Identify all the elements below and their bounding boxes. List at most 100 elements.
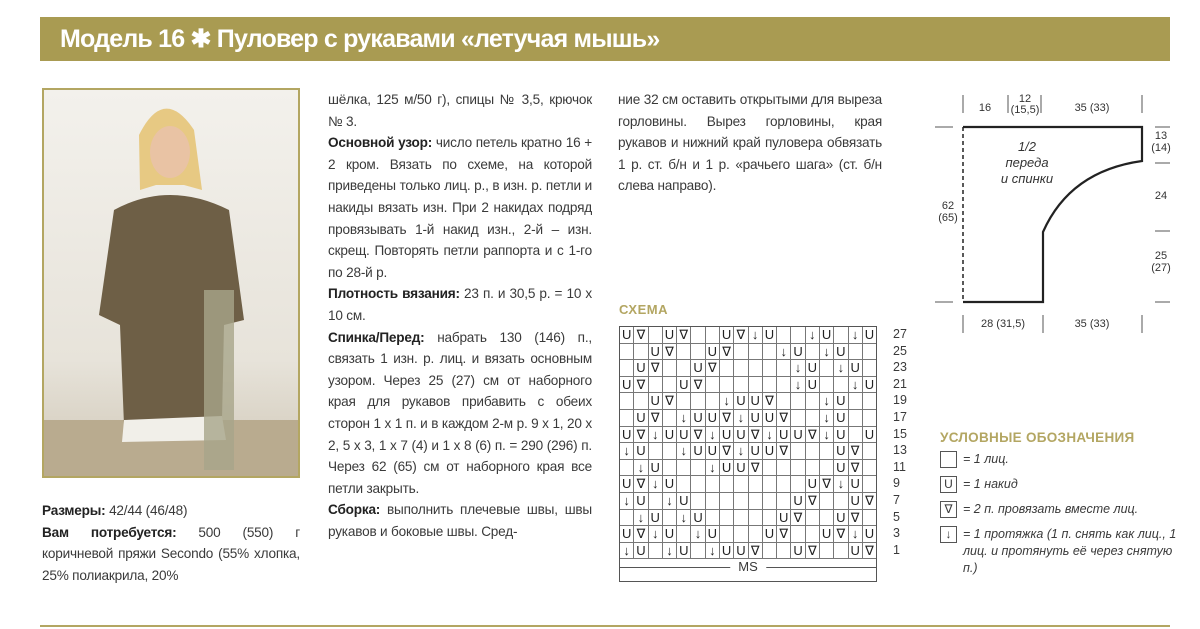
chart-row-number: 1 xyxy=(893,542,900,557)
down-arrow-icon: ↓ xyxy=(748,327,763,344)
yarn-over-icon: U xyxy=(648,393,663,410)
knit-two-together-icon: ∇ xyxy=(777,443,792,460)
chart-row-number: 23 xyxy=(893,360,907,375)
empty-stitch xyxy=(719,492,735,510)
knit-two-together-icon: ∇ xyxy=(648,409,663,427)
sizes-label: Размеры: xyxy=(42,503,106,518)
bottom-rule xyxy=(40,625,1170,627)
down-arrow-icon: ↓ xyxy=(705,542,720,560)
knit-two-together-icon: ∇ xyxy=(791,509,806,527)
yarn-over-icon: U xyxy=(734,393,749,410)
title-banner: Модель 16 ✱ Пуловер с рукавами «летучая … xyxy=(40,17,1170,61)
yarn-over-icon: U xyxy=(719,426,735,444)
empty-stitch xyxy=(662,459,678,477)
down-arrow-icon: ↓ xyxy=(677,443,692,460)
pattern-label: Основной узор: xyxy=(328,135,433,151)
yarn-over-icon: U xyxy=(705,343,720,361)
down-arrow-icon: ↓ xyxy=(634,459,649,477)
yarn-over-icon: U xyxy=(791,542,806,560)
chart-row: U ∇ ↓ U U ∇ ↓ U U ∇ ↓ U U ∇ ↓ U U xyxy=(620,426,877,444)
yarn-over-icon: U xyxy=(634,409,649,427)
yarn-over-icon: U xyxy=(762,409,778,427)
knit-two-together-icon: ∇ xyxy=(719,443,735,460)
empty-stitch xyxy=(777,327,792,344)
gauge-text: 23 п. и 30,5 р. = 10 х 10 см. xyxy=(328,286,592,323)
legend-title: УСЛОВНЫЕ ОБОЗНАЧЕНИЯ xyxy=(940,430,1135,445)
stitch-chart: U ∇ U ∇ U ∇ ↓ U ↓ U ↓ U U ∇ U ∇ ↓ U ↓ U U ∇ U ∇ ↓ U ↓ U U ∇ U ∇ ↓ U ↓ U U ∇ ↓ U… xyxy=(619,326,877,583)
chart-row-number: 25 xyxy=(893,343,907,358)
down-arrow-icon: ↓ xyxy=(791,360,806,377)
yarn-over-icon: U xyxy=(677,426,692,444)
down-arrow-icon: ↓ xyxy=(762,426,778,444)
empty-stitch xyxy=(691,343,706,361)
chart-row-numbers: 27 25 23 21 19 17 15 13 11 9 7 5 3 1 xyxy=(893,326,907,558)
chart-row: U ∇ ↓ U ↓ U U ∇ U ∇ ↓ U xyxy=(620,526,877,543)
empty-stitch xyxy=(762,509,778,527)
empty-stitch xyxy=(734,376,749,394)
empty-stitch xyxy=(777,376,792,394)
schematic-label-1: 1/2 xyxy=(1018,139,1037,154)
empty-stitch xyxy=(705,376,720,394)
down-arrow-icon: ↓ xyxy=(819,409,835,427)
empty-stitch xyxy=(791,327,806,344)
dim-right-1a: 13 xyxy=(1155,130,1167,142)
empty-stitch xyxy=(805,459,820,477)
chart-row: ↓ U ↓ U U ∇ U ∇ xyxy=(620,459,877,477)
down-arrow-icon: ↓ xyxy=(648,476,663,493)
knit-two-together-icon: ∇ xyxy=(734,327,749,344)
chart-row-number: 9 xyxy=(893,476,900,491)
yarn-over-icon: U xyxy=(634,542,649,560)
empty-stitch xyxy=(862,344,877,361)
gauge-label: Плотность вязания: xyxy=(328,286,460,302)
yarn-over-icon: U xyxy=(834,443,849,460)
empty-stitch xyxy=(734,509,749,527)
yarn-over-icon: U xyxy=(620,526,635,543)
empty-stitch xyxy=(862,410,877,427)
empty-stitch xyxy=(634,343,649,361)
knit-two-together-icon: ∇ xyxy=(648,360,663,377)
yarn-over-icon: U xyxy=(648,459,663,477)
knit-two-together-icon: ∇ xyxy=(848,443,863,460)
yarn-over-icon: U xyxy=(805,360,820,377)
yarn-over-icon: U xyxy=(834,426,849,444)
down-arrow-icon: ↓ xyxy=(648,526,663,543)
empty-stitch xyxy=(805,443,820,460)
knit-two-together-icon: ∇ xyxy=(834,526,849,543)
empty-stitch xyxy=(862,393,877,410)
chart-row-number: 19 xyxy=(893,393,907,408)
down-arrow-icon: ↓ xyxy=(691,526,706,543)
empty-stitch xyxy=(762,492,778,510)
knit-two-together-icon: ∇ xyxy=(777,409,792,427)
yarn-over-icon: U xyxy=(634,492,649,510)
yarn-over-icon: U xyxy=(648,509,663,527)
empty-stitch xyxy=(648,492,663,510)
empty-stitch xyxy=(748,476,763,493)
empty-stitch xyxy=(677,459,692,477)
yarn-over-icon: U xyxy=(662,476,678,493)
knit-two-together-icon: ∇ xyxy=(848,509,863,527)
yarn-over-icon: U xyxy=(940,476,957,493)
empty-stitch xyxy=(862,510,877,527)
yarn-over-icon: U xyxy=(819,327,835,344)
empty-stitch xyxy=(819,443,835,460)
empty-square-icon xyxy=(940,451,957,468)
chart-row: ↓ U ↓ U U ∇ ↓ U U ∇ U ∇ xyxy=(620,443,877,460)
yarn-over-icon: U xyxy=(677,492,692,510)
yarn-over-icon: U xyxy=(834,509,849,527)
chart-row-number: 13 xyxy=(893,443,907,458)
empty-stitch xyxy=(677,476,692,493)
instructions-column: шёлка, 125 м/50 г), спицы № 3,5, крючок … xyxy=(328,89,592,542)
empty-stitch xyxy=(748,526,763,543)
empty-stitch xyxy=(748,343,763,361)
yarn-over-icon: U xyxy=(834,409,849,427)
dim-right-3a: 25 xyxy=(1155,250,1167,262)
knit-two-together-icon: ∇ xyxy=(634,476,649,493)
finishing-text: ние 32 см оставить открытыми для выреза … xyxy=(618,92,882,194)
legend-item: ∇ = 2 п. провязать вместе лиц. xyxy=(940,501,1180,518)
down-arrow-icon: ↓ xyxy=(819,393,835,410)
chart-row-number: 27 xyxy=(893,327,907,341)
empty-stitch xyxy=(777,476,792,493)
yarn-over-icon: U xyxy=(662,426,678,444)
finishing-column: ние 32 см оставить открытыми для выреза … xyxy=(618,89,882,197)
chart-row: ↓ U ↓ U U ∇ U ∇ xyxy=(620,492,877,510)
